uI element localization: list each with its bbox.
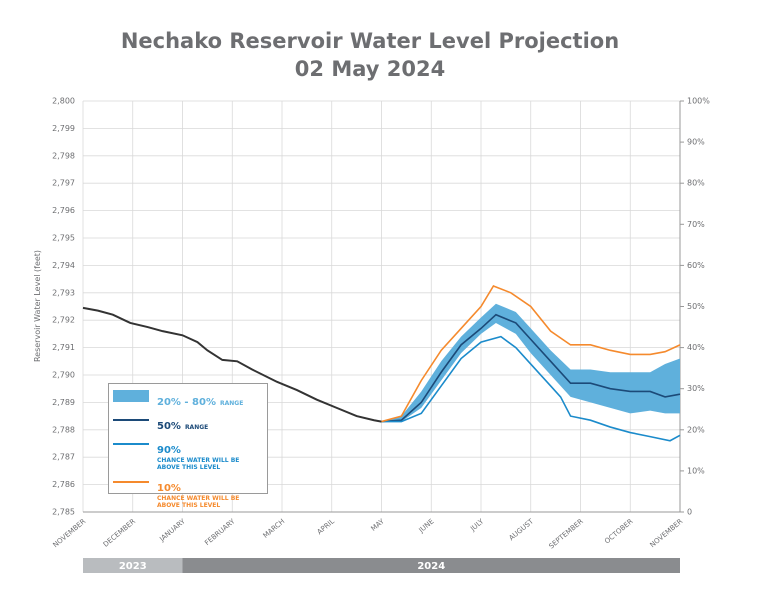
y-tick-label: 2,792 bbox=[52, 316, 75, 325]
x-tick-label: MARCH bbox=[262, 517, 287, 540]
legend-swatch bbox=[113, 481, 149, 483]
legend-entry: 90% CHANCE WATER WILL BE ABOVE THIS LEVEL bbox=[113, 438, 263, 471]
chart-subtitle: 02 May 2024 bbox=[295, 57, 445, 81]
y-axis-label: Reservoir Water Level (feet) bbox=[33, 250, 42, 362]
line bbox=[82, 306, 382, 423]
line bbox=[381, 313, 681, 423]
line bbox=[381, 335, 681, 442]
year-band bbox=[182, 558, 680, 573]
legend-note: RANGE bbox=[219, 400, 244, 407]
x-tick-label: JUNE bbox=[417, 517, 436, 535]
y-tick-label: 2,790 bbox=[52, 371, 75, 380]
legend-text: 20% - 80% RANGE bbox=[157, 390, 243, 409]
y2-tick-label: 20% bbox=[687, 425, 705, 434]
x-tick-label: JANUARY bbox=[157, 517, 187, 544]
x-tick-label: JULY bbox=[468, 517, 486, 534]
legend-swatch bbox=[113, 443, 149, 445]
y-tick-label: 2,796 bbox=[52, 206, 75, 215]
y-tick-label: 2,788 bbox=[52, 425, 75, 434]
legend-name: 20% - 80% bbox=[157, 397, 216, 408]
x-tick-label: NOVEMBER bbox=[52, 517, 88, 549]
y2-tick-label: 80% bbox=[687, 179, 705, 188]
y2-tick-label: 70% bbox=[687, 220, 705, 229]
y-tick-label: 2,798 bbox=[52, 151, 75, 160]
legend-swatch bbox=[113, 419, 149, 421]
legend-note: CHANCE WATER WILL BE ABOVE THIS LEVEL bbox=[157, 495, 240, 509]
legend-text: 10% CHANCE WATER WILL BE ABOVE THIS LEVEL bbox=[157, 476, 249, 509]
legend-note: RANGE bbox=[184, 424, 209, 431]
y2-tick-label: 90% bbox=[687, 138, 705, 147]
y2-tick-label: 40% bbox=[687, 343, 705, 352]
grid bbox=[82, 100, 681, 513]
legend-entry: 10% CHANCE WATER WILL BE ABOVE THIS LEVEL bbox=[113, 476, 263, 509]
legend-name: 50% bbox=[157, 421, 181, 432]
range-band bbox=[381, 303, 680, 422]
x-tick-label: MAY bbox=[369, 517, 386, 533]
y-tick-label: 2,800 bbox=[52, 97, 75, 106]
x-tick-label: AUGUST bbox=[508, 517, 536, 542]
y-tick-label: 2,787 bbox=[52, 453, 75, 462]
y2-tick-label: 10% bbox=[687, 466, 705, 475]
x-tick-label: SEPTEMBER bbox=[548, 517, 585, 550]
x-tick-label: DECEMBER bbox=[102, 517, 137, 548]
x-tick-label: NOVEMBER bbox=[649, 517, 685, 549]
x-tick-label: APRIL bbox=[316, 517, 336, 536]
legend-text: 50% RANGE bbox=[157, 414, 208, 433]
y-tick-label: 2,795 bbox=[52, 234, 75, 243]
y2-tick-label: 100% bbox=[687, 97, 710, 106]
legend: 20% - 80% RANGE 50% RANGE 90% CHANCE WATER WI… bbox=[108, 383, 268, 509]
legend-name: 10% bbox=[157, 483, 181, 494]
y2-tick-label: 50% bbox=[687, 302, 705, 311]
y-tick-label: 2,797 bbox=[52, 179, 75, 188]
legend-text: 90% CHANCE WATER WILL BE ABOVE THIS LEVEL bbox=[157, 438, 249, 471]
y-tick-label: 2,794 bbox=[52, 261, 75, 270]
y2-tick-label: 30% bbox=[687, 384, 705, 393]
line bbox=[381, 284, 681, 423]
y-tick-label: 2,799 bbox=[52, 124, 75, 133]
y-tick-label: 2,789 bbox=[52, 398, 75, 407]
year-label: 2023 bbox=[119, 561, 147, 572]
legend-name: 90% bbox=[157, 445, 181, 456]
x-tick-label: OCTOBER bbox=[603, 517, 635, 545]
y2-tick-label: 60% bbox=[687, 261, 705, 270]
y-tick-label: 2,793 bbox=[52, 288, 75, 297]
legend-note: CHANCE WATER WILL BE ABOVE THIS LEVEL bbox=[157, 457, 240, 471]
legend-entry: 50% RANGE bbox=[113, 414, 263, 433]
y2-tick-label: 0 bbox=[687, 508, 692, 517]
legend-swatch bbox=[113, 390, 149, 402]
y-tick-label: 2,791 bbox=[52, 343, 75, 352]
legend-entry: 20% - 80% RANGE bbox=[113, 390, 263, 409]
year-band bbox=[83, 558, 183, 573]
y-tick-label: 2,786 bbox=[52, 480, 75, 489]
chart-title: Nechako Reservoir Water Level Projection bbox=[121, 29, 619, 53]
year-label: 2024 bbox=[417, 561, 445, 572]
y-tick-label: 2,785 bbox=[52, 508, 75, 517]
x-tick-label: FEBRUARY bbox=[203, 517, 237, 547]
